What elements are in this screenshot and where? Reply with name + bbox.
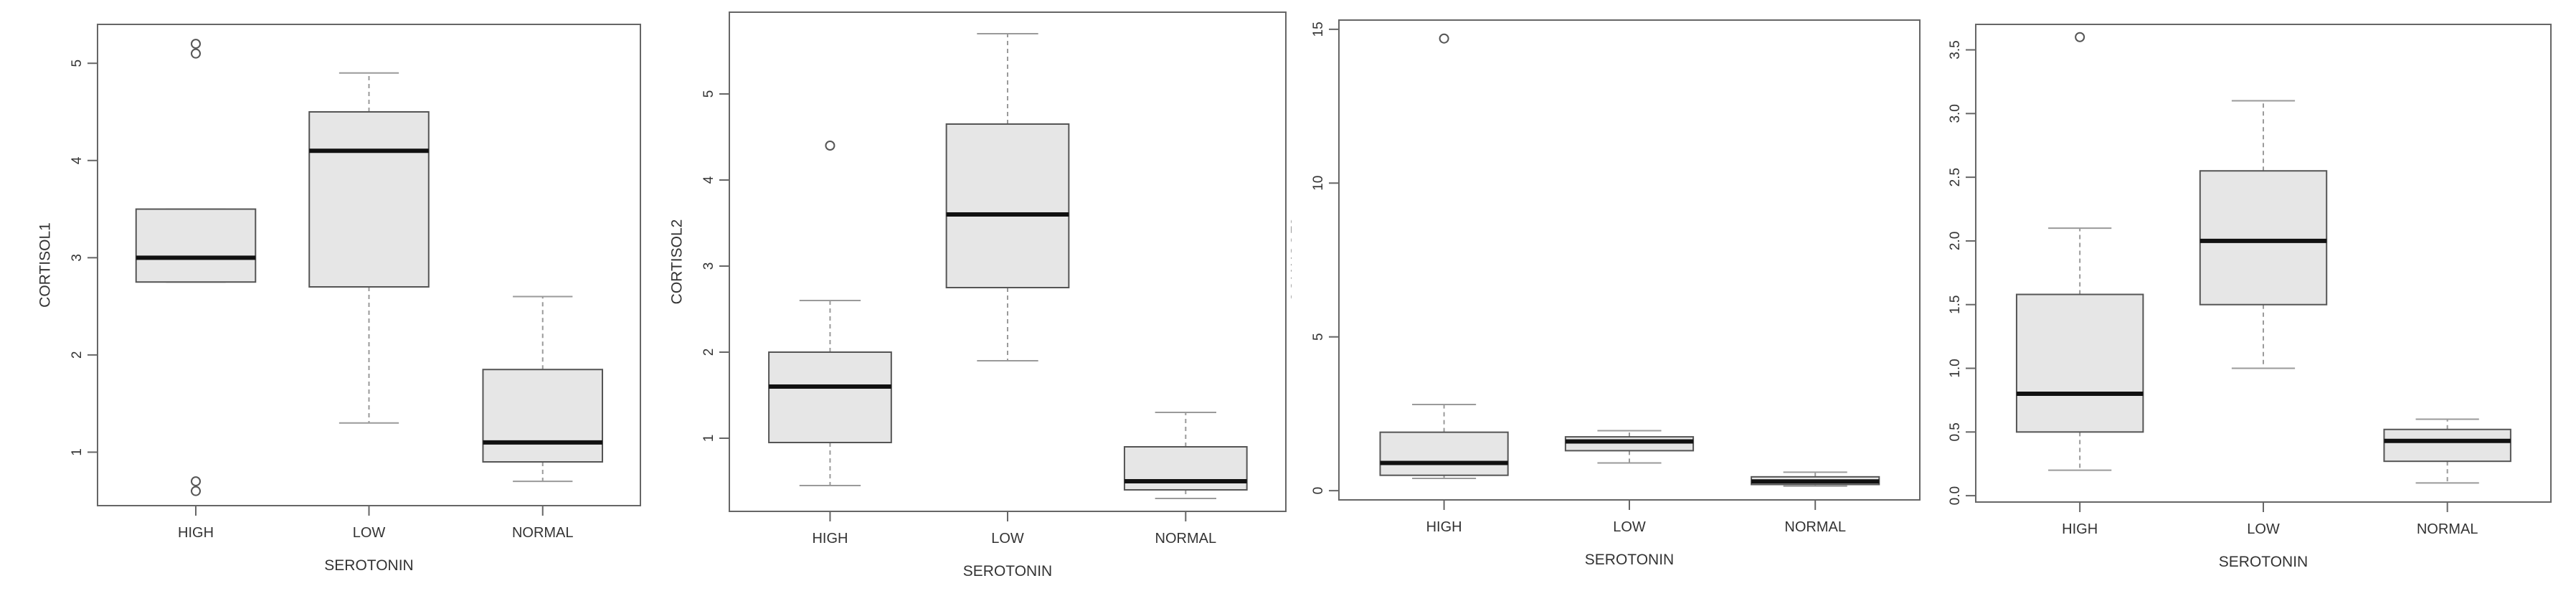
y-tick-label: 2 — [70, 351, 85, 359]
boxplot-panel-2: 1 2 3 4 5 CORTISOL2 HIGH LOW NORMAL SEROTONIN — [669, 11, 1287, 580]
y-tick-label: 1 — [701, 435, 716, 443]
x-axis-label: SEROTONIN — [324, 557, 413, 574]
outlier-point — [1439, 33, 1449, 44]
outlier-point — [2075, 32, 2085, 42]
y-tick-label: 3 — [701, 262, 716, 270]
x-axis-label: SEROTONIN — [2219, 554, 2308, 570]
box-high — [1379, 33, 1509, 479]
box-high — [768, 141, 892, 486]
y-tick-label: 4 — [701, 176, 716, 184]
box-normal — [1751, 471, 1880, 487]
box-normal — [1123, 412, 1248, 499]
y-tick-label: 2 — [701, 349, 716, 356]
x-tick-label: HIGH — [812, 531, 848, 547]
boxplot-panel-1: 1 2 3 4 5 CORTISOL1 HIGH LOW NORMAL SEROTONIN — [37, 24, 641, 574]
iqr-box — [1564, 436, 1695, 452]
y-axis-label: CORTISOL1 — [37, 222, 54, 308]
y-tick-label: 3 — [70, 254, 85, 262]
x-tick-label: NORMAL — [2417, 521, 2478, 537]
iqr-box — [482, 369, 604, 463]
x-tick-label: NORMAL — [1155, 531, 1217, 547]
box-normal — [482, 295, 604, 483]
box-normal — [2383, 418, 2511, 484]
x-tick-label: HIGH — [178, 525, 214, 541]
x-tick-label: LOW — [1613, 519, 1646, 535]
box-high — [135, 39, 257, 496]
outlier-point — [191, 48, 202, 59]
x-tick-label: HIGH — [1426, 519, 1462, 535]
outlier-point — [191, 476, 202, 487]
iqr-box — [2383, 428, 2511, 463]
y-tick-label: 1.5 — [1948, 295, 1963, 314]
iqr-box — [768, 351, 892, 443]
x-axis-label: SEROTONIN — [1585, 552, 1674, 568]
y-tick-label: 0.0 — [1948, 486, 1963, 505]
x-tick-label: NORMAL — [1784, 519, 1846, 535]
plot-frame — [1338, 19, 1921, 501]
y-tick-label: 15 — [1311, 22, 1326, 37]
y-tick-label: 4 — [70, 156, 85, 164]
y-tick-label: 5 — [701, 90, 716, 98]
y-tick-label: 3.5 — [1948, 40, 1963, 59]
x-tick-label: LOW — [2247, 521, 2280, 537]
outlier-point — [191, 486, 202, 496]
y-tick-label: 10 — [1311, 176, 1326, 191]
y-tick-label: 2.0 — [1948, 232, 1963, 250]
y-tick-label: 3.0 — [1948, 104, 1963, 123]
boxplot-panel-3: 0 5 10 15 CORTISOL3 HIGH LOW NORMAL SEROTONIN — [1291, 19, 1921, 568]
box-low — [945, 33, 1070, 361]
iqr-box — [1379, 431, 1509, 476]
iqr-box — [308, 111, 430, 288]
outlier-point — [825, 141, 835, 151]
x-tick-label: HIGH — [2062, 521, 2098, 537]
y-tick-label: 5 — [1311, 333, 1326, 341]
iqr-box — [945, 123, 1070, 288]
boxplot-panel-4: 0.00.51.01.52.02.53.03.5CORTISOL4HIGHLOW… — [1948, 24, 2552, 570]
iqr-box — [135, 208, 257, 283]
x-tick-label: LOW — [991, 531, 1024, 547]
y-tick-label: 1.0 — [1948, 359, 1963, 377]
y-tick-label: 2.5 — [1948, 168, 1963, 186]
iqr-box — [2015, 293, 2144, 433]
y-axis-label: CORTISOL3 — [1291, 217, 1295, 303]
box-low — [1564, 430, 1695, 464]
box-low — [308, 72, 430, 424]
box-high — [2015, 32, 2144, 471]
outlier-point — [191, 39, 202, 49]
x-tick-label: LOW — [353, 525, 386, 541]
y-tick-label: 1 — [70, 448, 85, 456]
iqr-box — [2199, 170, 2328, 306]
y-tick-label: 0.5 — [1948, 422, 1963, 441]
y-axis-label: CORTISOL2 — [669, 219, 686, 305]
box-low — [2199, 100, 2328, 369]
x-axis-label: SEROTONIN — [963, 563, 1052, 580]
y-tick-label: 5 — [70, 60, 85, 67]
y-tick-label: 0 — [1311, 487, 1326, 495]
x-tick-label: NORMAL — [512, 525, 574, 541]
